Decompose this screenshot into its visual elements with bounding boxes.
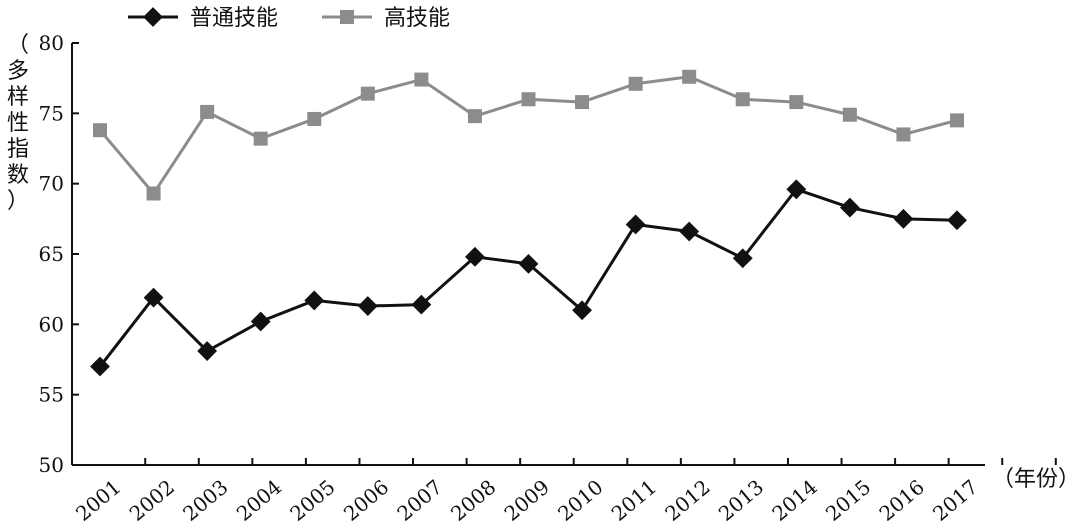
series-2-point — [950, 113, 964, 128]
x-tick-label: 2009 — [500, 475, 554, 526]
series-2-point — [200, 104, 215, 119]
series-2-point — [896, 127, 911, 142]
series-2-point — [628, 76, 643, 91]
series-line-1 — [98, 187, 958, 368]
legend: 普通技能 高技能 — [128, 6, 450, 31]
series-1-point — [250, 311, 271, 332]
x-tick-label: 2014 — [767, 475, 821, 526]
series-1-point — [518, 253, 539, 274]
x-tick-label: 2010 — [553, 475, 607, 526]
x-tick-label: 2003 — [178, 475, 232, 526]
legend-marker-square — [340, 10, 354, 24]
legend-label-series-2: 高技能 — [384, 6, 450, 31]
y-tick-label: 80 — [39, 31, 64, 55]
series-2-point — [360, 86, 375, 101]
y-axis-title-char: 数 — [7, 163, 29, 188]
y-axis-title-char: ） — [7, 189, 29, 214]
x-tick-label: 2013 — [714, 475, 768, 526]
series-2-point — [146, 186, 161, 201]
series-1-point — [197, 341, 218, 361]
series-layer — [90, 69, 967, 377]
series-1-point — [357, 296, 378, 316]
legend-item-series-2: 高技能 — [322, 6, 450, 31]
legend-marker-diamond — [143, 7, 163, 27]
x-tick-label: 2008 — [446, 475, 500, 526]
series-2-point — [682, 69, 697, 84]
series-2-point — [575, 95, 590, 110]
x-tick-label: 2017 — [928, 475, 982, 526]
series-2-point — [735, 92, 750, 107]
series-2-point — [467, 109, 482, 124]
x-axis-title: （年份） — [992, 467, 1080, 492]
series-1-point — [411, 294, 432, 315]
series-2-point — [842, 107, 857, 122]
series-2-point — [521, 92, 536, 107]
y-tick-label: 70 — [39, 172, 64, 196]
series-1-point — [143, 287, 164, 308]
y-axis-title-char: （ — [7, 33, 29, 58]
y-tick-label: 75 — [39, 101, 64, 125]
series-1-point — [572, 300, 592, 321]
legend-item-series-1: 普通技能 — [128, 6, 278, 31]
y-tick-label: 60 — [39, 312, 64, 336]
x-tick-label: 2015 — [821, 475, 875, 526]
x-tick-label: 2016 — [875, 475, 929, 526]
y-axis-title: （多样性指数） — [7, 33, 29, 214]
series-1-point — [625, 214, 646, 235]
series-1-point — [465, 246, 485, 267]
series-1-point — [679, 221, 700, 242]
x-tick-label: 2012 — [660, 475, 714, 526]
y-tick-label: 65 — [39, 242, 64, 266]
y-axis-title-char: 多 — [7, 59, 29, 84]
y-axis-title-char: 性 — [7, 111, 29, 136]
series-2-point — [414, 72, 429, 87]
y-axis-title-char: 样 — [7, 85, 29, 110]
x-tick-label: 2011 — [607, 475, 661, 526]
series-1-point — [893, 208, 914, 229]
series-2-point — [789, 95, 804, 110]
series-2-point — [307, 111, 322, 126]
series-1-point — [90, 356, 110, 377]
x-tick-label: 2005 — [285, 475, 339, 526]
x-tick-label: 2002 — [125, 475, 179, 526]
x-tick-label: 2004 — [232, 475, 286, 526]
series-1-point — [839, 197, 860, 218]
y-tick-label: 50 — [39, 453, 64, 477]
series-1-point — [304, 290, 325, 311]
legend-label-series-1: 普通技能 — [190, 6, 278, 31]
x-tick-label: 2007 — [392, 475, 446, 526]
y-tick-label: 55 — [39, 383, 64, 407]
x-tick-label: 2001 — [71, 475, 125, 526]
series-2-point — [253, 131, 268, 146]
x-tick-label: 2006 — [339, 475, 393, 526]
series-1-point — [947, 210, 967, 231]
y-axis-title-char: 指 — [7, 137, 29, 162]
series-2-point — [93, 123, 107, 138]
